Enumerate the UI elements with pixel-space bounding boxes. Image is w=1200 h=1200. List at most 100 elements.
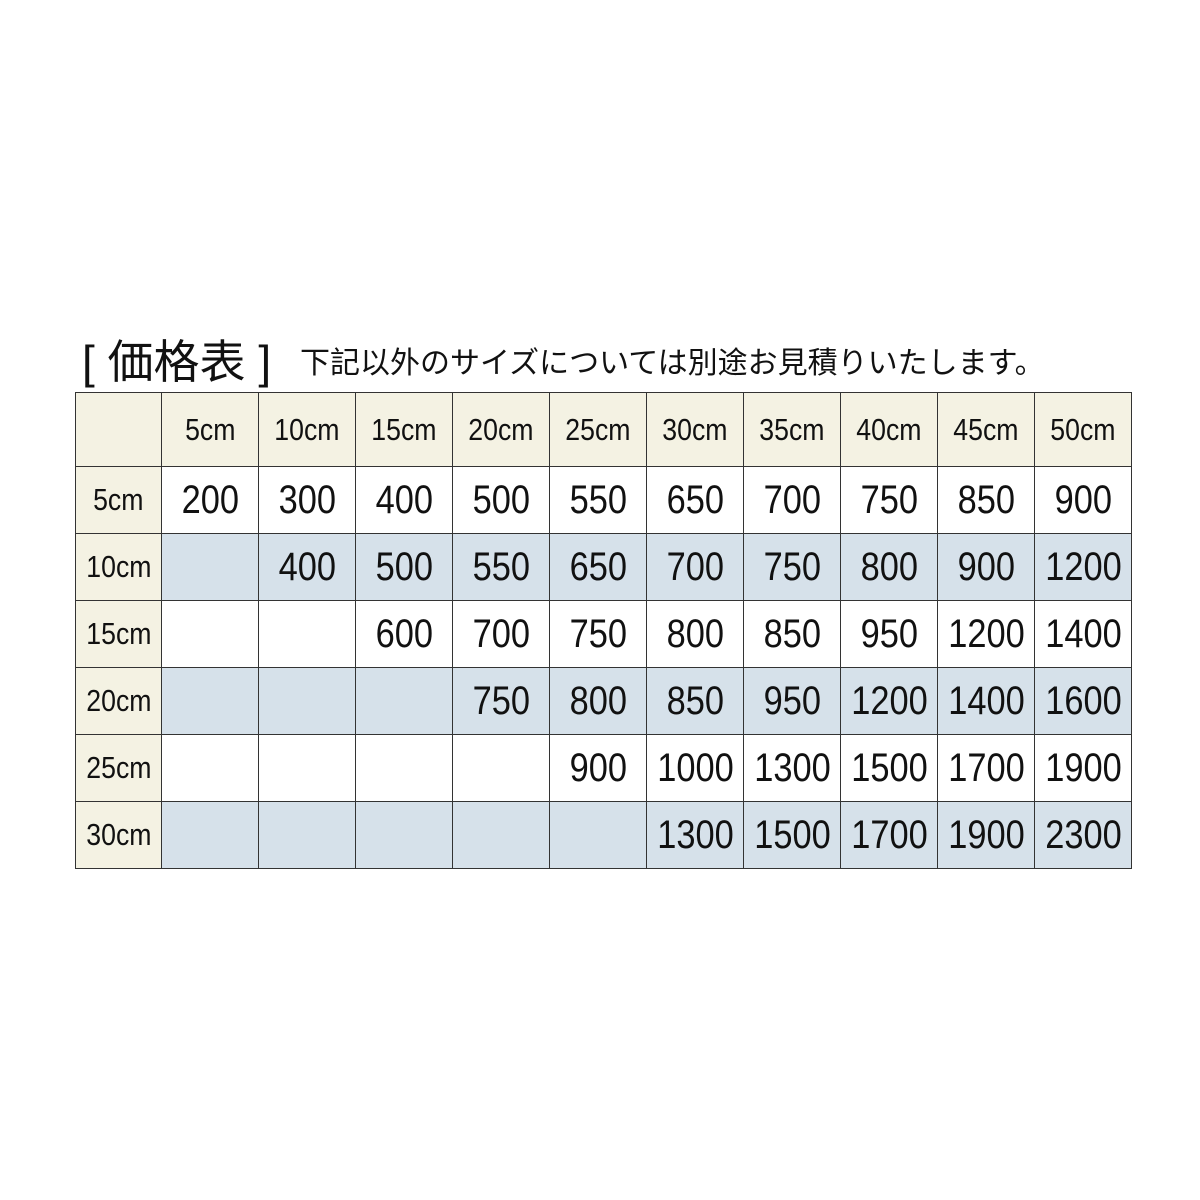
cell-text: 30cm — [85, 817, 152, 852]
cell-text: 2300 — [1044, 812, 1122, 857]
column-header: 30cm — [646, 392, 744, 467]
price-cell — [161, 600, 259, 668]
price-cell: 1300 — [743, 734, 841, 802]
cell-text: 25cm — [85, 750, 152, 785]
cell-text: 300 — [278, 477, 336, 522]
cell-text: 800 — [860, 544, 918, 589]
cell-text: 700 — [472, 611, 530, 656]
price-cell: 750 — [840, 466, 938, 534]
price-cell: 600 — [355, 600, 453, 668]
price-cell: 750 — [549, 600, 647, 668]
cell-text: 400 — [278, 544, 336, 589]
price-cell — [452, 801, 550, 869]
cell-text: 1700 — [850, 812, 928, 857]
cell-text: 1900 — [1044, 745, 1122, 790]
column-header: 40cm — [840, 392, 938, 467]
cell-text: 1700 — [947, 745, 1025, 790]
price-cell — [258, 801, 356, 869]
cell-text: 400 — [375, 477, 433, 522]
cell-text: 5cm — [93, 482, 144, 517]
price-cell: 800 — [840, 533, 938, 601]
cell-text: 600 — [375, 611, 433, 656]
price-cell: 1300 — [646, 801, 744, 869]
cell-text: 1500 — [753, 812, 831, 857]
cell-text: 800 — [666, 611, 724, 656]
price-cell: 700 — [743, 466, 841, 534]
corner-cell — [75, 392, 162, 467]
price-cell: 900 — [937, 533, 1035, 601]
price-cell: 650 — [646, 466, 744, 534]
table-row: 20cm 750 800 850 950 1200 1400 1600 — [75, 667, 1132, 735]
price-cell — [161, 533, 259, 601]
cell-text: 20cm — [468, 411, 534, 447]
price-cell: 1200 — [840, 667, 938, 735]
cell-text: 15cm — [85, 616, 152, 651]
row-header: 15cm — [75, 600, 162, 668]
cell-text: 700 — [666, 544, 724, 589]
cell-text: 10cm — [85, 549, 152, 584]
cell-text: 650 — [666, 477, 724, 522]
price-cell: 800 — [549, 667, 647, 735]
cell-text: 750 — [472, 678, 530, 723]
column-header: 50cm — [1034, 392, 1132, 467]
column-header: 5cm — [161, 392, 259, 467]
column-header: 15cm — [355, 392, 453, 467]
price-cell: 1200 — [937, 600, 1035, 668]
price-cell: 1400 — [1034, 600, 1132, 668]
cell-text: 200 — [181, 477, 239, 522]
row-header: 20cm — [75, 667, 162, 735]
price-cell — [161, 801, 259, 869]
cell-text: 1200 — [1044, 544, 1122, 589]
cell-text: 850 — [666, 678, 724, 723]
cell-text: 1400 — [1044, 611, 1122, 656]
price-cell: 750 — [452, 667, 550, 735]
price-cell: 1900 — [1034, 734, 1132, 802]
cell-text: 35cm — [759, 411, 825, 447]
cell-text: 40cm — [856, 411, 922, 447]
cell-text: 700 — [763, 477, 821, 522]
cell-text: 750 — [763, 544, 821, 589]
table-row: 5cm 200 300 400 500 550 650 700 750 850 900 — [75, 466, 1132, 534]
row-header: 25cm — [75, 734, 162, 802]
cell-text: 650 — [569, 544, 627, 589]
cell-text: 1600 — [1044, 678, 1122, 723]
cell-text: 25cm — [565, 411, 631, 447]
price-cell: 500 — [452, 466, 550, 534]
cell-text: 900 — [569, 745, 627, 790]
price-cell: 900 — [549, 734, 647, 802]
row-header: 10cm — [75, 533, 162, 601]
cell-text: 1300 — [753, 745, 831, 790]
price-cell: 950 — [743, 667, 841, 735]
price-cell — [258, 667, 356, 735]
cell-text: 50cm — [1050, 411, 1116, 447]
cell-text: 1000 — [656, 745, 734, 790]
price-table: 5cm 10cm 15cm 20cm 25cm 30cm 35cm 40cm 45cm 50cm 5… — [75, 392, 1132, 869]
price-cell — [258, 600, 356, 668]
cell-text: 550 — [569, 477, 627, 522]
price-cell: 1600 — [1034, 667, 1132, 735]
price-cell: 900 — [1034, 466, 1132, 534]
cell-text: 30cm — [662, 411, 728, 447]
price-cell: 800 — [646, 600, 744, 668]
cell-text: 1200 — [947, 611, 1025, 656]
price-cell: 1500 — [840, 734, 938, 802]
cell-text: 850 — [763, 611, 821, 656]
note: 下記以外のサイズについては別途お見積りいたします。 — [300, 347, 1045, 380]
cell-text: 45cm — [953, 411, 1019, 447]
price-cell: 1700 — [937, 734, 1035, 802]
cell-text: 950 — [763, 678, 821, 723]
price-cell: 400 — [258, 533, 356, 601]
row-header: 30cm — [75, 801, 162, 869]
price-cell — [549, 801, 647, 869]
table-row: 15cm 600 700 750 800 850 950 1200 1400 — [75, 600, 1132, 668]
price-cell: 850 — [646, 667, 744, 735]
column-header: 25cm — [549, 392, 647, 467]
price-cell — [355, 667, 453, 735]
cell-text: 500 — [375, 544, 433, 589]
price-cell: 1000 — [646, 734, 744, 802]
column-header: 45cm — [937, 392, 1035, 467]
cell-text: 1200 — [850, 678, 928, 723]
cell-text: 1300 — [656, 812, 734, 857]
price-cell: 850 — [937, 466, 1035, 534]
